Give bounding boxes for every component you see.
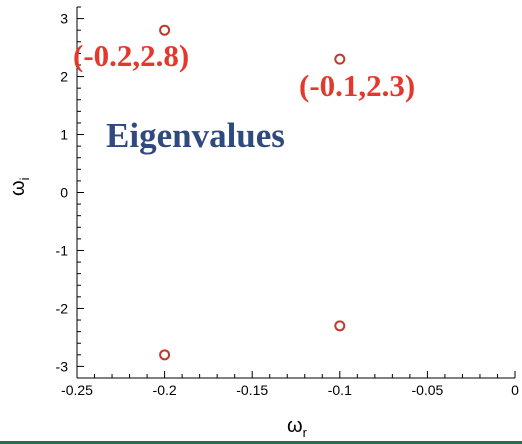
annotation-point-2: (-0.1,2.3): [299, 68, 415, 103]
data-point: [159, 24, 171, 36]
y-tick-label: 1: [60, 127, 68, 143]
data-point: [334, 53, 346, 65]
data-point: [334, 320, 346, 332]
y-tick-label: -3: [56, 358, 69, 374]
y-tick-label: -1: [56, 242, 69, 258]
bottom-rule: [0, 441, 522, 444]
x-tick-label: 0: [511, 382, 519, 398]
chart-headline: Eigenvalues: [106, 116, 285, 155]
x-tick-label: -0.2: [153, 382, 177, 398]
data-point: [159, 349, 171, 361]
x-tick-label: -0.1: [328, 382, 352, 398]
data-points: [159, 24, 346, 361]
x-tick-label: -0.25: [61, 382, 93, 398]
y-tick-label: 2: [60, 69, 68, 85]
y-tick-label: 0: [60, 185, 68, 201]
y-tick-label: -2: [56, 300, 69, 316]
annotation-point-1: (-0.2,2.8): [73, 38, 189, 73]
y-axis-title: ωi: [7, 177, 32, 196]
x-tick-label: -0.05: [411, 382, 443, 398]
plot-axes: -0.25 -0.2 -0.15 -0.1 -0.05 0 -3 -2 -1 0 1 2 3: [56, 6, 519, 398]
x-axis-title: ωr: [287, 415, 308, 440]
y-tick-label: 3: [60, 11, 68, 27]
x-tick-label: -0.15: [236, 382, 268, 398]
